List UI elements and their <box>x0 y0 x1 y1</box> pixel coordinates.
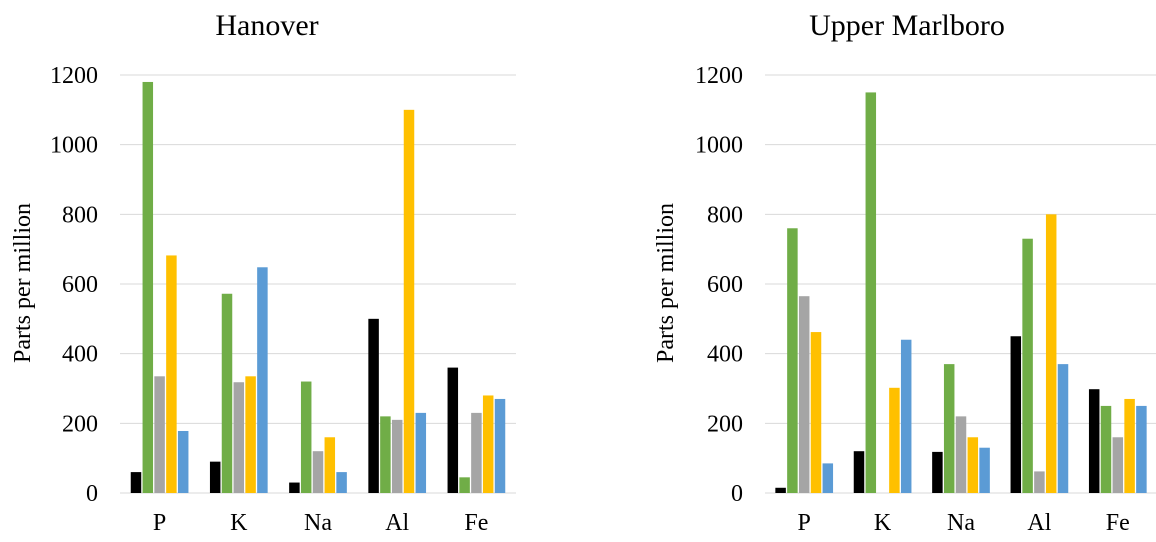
bar <box>798 296 810 493</box>
y-axis-label: Parts per million <box>10 203 36 363</box>
bar <box>380 416 391 493</box>
bar <box>787 228 798 493</box>
y-tick-label: 200 <box>62 411 98 437</box>
x-tick-label: K <box>230 510 248 536</box>
bar <box>1034 471 1045 493</box>
bar <box>889 387 900 493</box>
y-tick-label: 200 <box>707 411 743 437</box>
bar <box>1124 398 1135 493</box>
x-tick-label: Al <box>385 510 409 536</box>
bar <box>221 293 233 493</box>
bar <box>822 463 834 493</box>
bar <box>1010 336 1022 493</box>
bar <box>403 109 415 493</box>
y-tick-label: 400 <box>707 342 743 368</box>
bar <box>368 318 379 493</box>
bar <box>324 437 336 493</box>
bar <box>245 376 256 493</box>
chart-title: Upper Marlboro <box>809 9 1005 42</box>
bar <box>336 472 347 493</box>
y-tick-label: 600 <box>707 272 743 298</box>
y-tick-label: 800 <box>707 202 743 228</box>
y-tick-label: 600 <box>62 272 98 298</box>
bar <box>865 92 877 494</box>
bar <box>900 339 912 493</box>
y-tick-label: 400 <box>62 342 98 368</box>
x-tick-label: P <box>798 510 811 536</box>
y-tick-label: 0 <box>731 481 743 507</box>
bar <box>967 437 979 493</box>
x-tick-label: Fe <box>464 510 488 536</box>
bar <box>482 395 494 493</box>
x-tick-label: P <box>153 510 166 536</box>
y-tick-label: 1200 <box>695 63 743 89</box>
chart-hanover: Hanover Parts per million 0 200 400 600 800 1… <box>10 9 516 536</box>
bar <box>415 412 427 493</box>
chart-title: Hanover <box>215 9 318 42</box>
y-tick-label: 1200 <box>50 63 98 89</box>
chart-upper-marlboro-svg: Upper Marlboro Parts per million 0 200 400… <box>653 9 1156 536</box>
bar <box>1136 405 1147 493</box>
plot-area: 0 200 400 600 800 1000 1200 P K Na Al Fe <box>695 63 1156 536</box>
chart-upper-marlboro: Upper Marlboro Parts per million 0 200 400… <box>578 0 1156 542</box>
bar <box>1057 364 1069 493</box>
bar <box>391 419 403 493</box>
bar <box>257 267 268 493</box>
bar <box>853 451 865 493</box>
bar <box>154 376 165 493</box>
y-tick-label: 0 <box>86 481 98 507</box>
bar <box>233 382 245 493</box>
bar <box>932 451 943 493</box>
bar <box>471 412 482 493</box>
plot-area: 0 200 400 600 800 1000 1200 P K Na Al Fe <box>50 63 516 536</box>
bar <box>447 367 459 493</box>
x-tick-label: Na <box>304 510 332 536</box>
bar <box>1100 405 1112 493</box>
x-tick-label: K <box>874 510 892 536</box>
bar <box>209 461 221 493</box>
x-tick-label: Al <box>1027 510 1051 536</box>
y-tick-label: 1000 <box>50 133 98 159</box>
chart-hanover-svg: Hanover Parts per million 0 200 400 600 800 1… <box>10 9 516 536</box>
x-tick-label: Na <box>947 510 975 536</box>
bar <box>979 447 990 493</box>
y-tick-label: 800 <box>62 202 98 228</box>
bar <box>177 430 189 493</box>
bar <box>810 332 822 493</box>
bar <box>955 416 967 493</box>
bar <box>289 482 300 493</box>
bar <box>1112 437 1124 493</box>
bar <box>300 381 312 493</box>
bar <box>943 364 955 493</box>
bar <box>1045 214 1057 494</box>
y-tick-label: 1000 <box>695 133 743 159</box>
bar <box>494 398 506 493</box>
bar <box>1088 389 1100 493</box>
bar <box>775 487 786 493</box>
y-axis-label: Parts per million <box>653 203 679 363</box>
bar <box>459 477 470 493</box>
bar <box>130 472 142 493</box>
bar <box>142 81 154 493</box>
bar <box>312 451 324 493</box>
bar <box>1022 238 1033 493</box>
bar <box>166 255 177 493</box>
x-tick-label: Fe <box>1106 510 1130 536</box>
